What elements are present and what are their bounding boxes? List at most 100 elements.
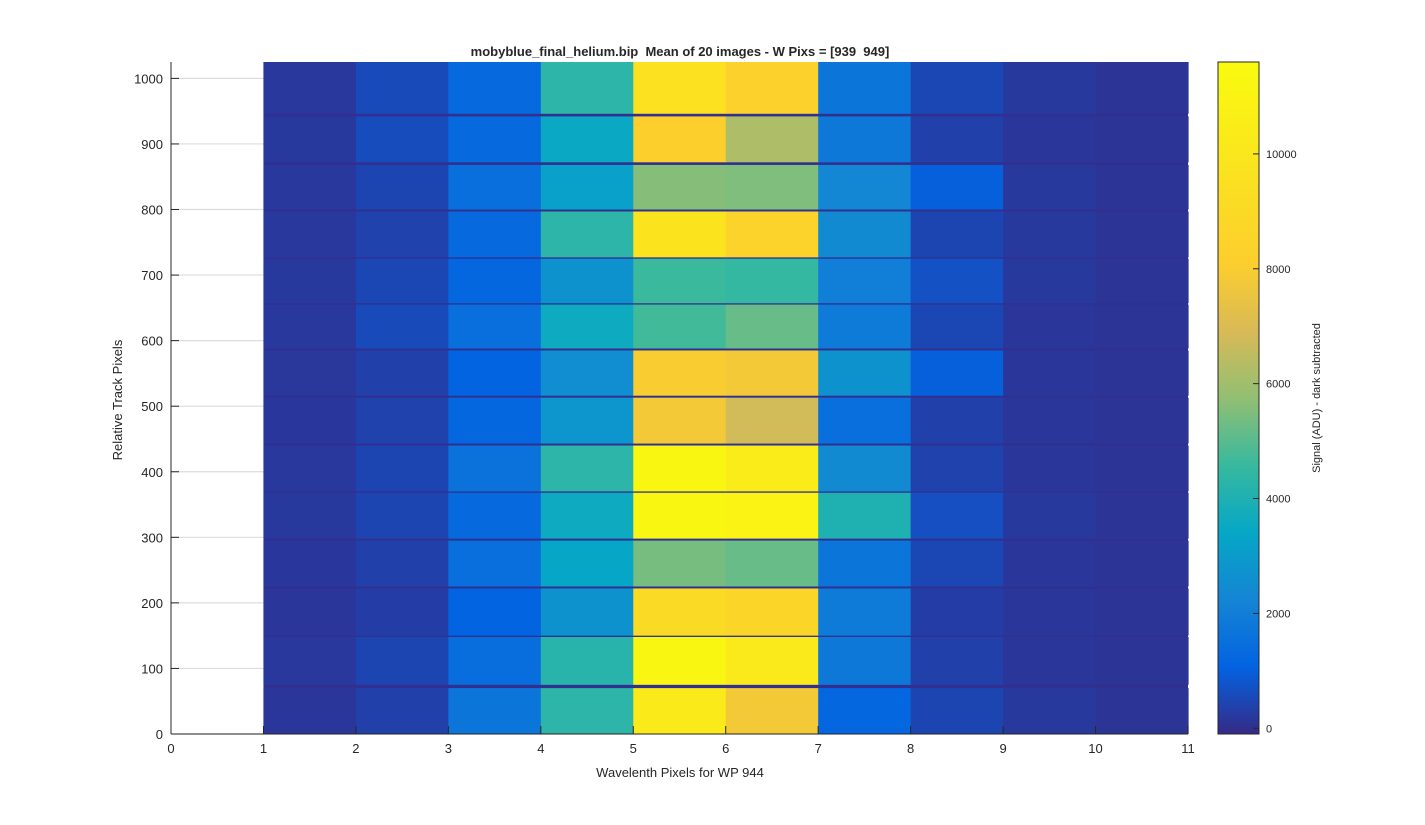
heatmap-cell: [910, 258, 1004, 304]
heatmap-cell: [540, 688, 634, 734]
heatmap-cell: [725, 116, 819, 163]
heatmap-cell: [263, 636, 357, 685]
heatmap-cell: [540, 445, 634, 492]
heatmap-cell: [818, 62, 912, 114]
heatmap-cell: [633, 164, 727, 210]
heatmap-cell: [1003, 258, 1097, 304]
heatmap-cell: [633, 492, 727, 539]
colorbar-tick-label: 10000: [1266, 149, 1297, 161]
heatmap-cell: [540, 492, 634, 539]
y-tick-label: 0: [156, 727, 163, 742]
x-tick-label: 1: [260, 741, 267, 756]
heatmap-cell: [910, 636, 1004, 685]
y-tick-label: 100: [141, 661, 163, 676]
heatmap-cell: [633, 350, 727, 396]
heatmap-cell: [448, 258, 542, 304]
colorbar-tick-label: 0: [1266, 723, 1272, 735]
heatmap-cell: [540, 588, 634, 636]
heatmap-cell: [540, 304, 634, 349]
heatmap-cell: [355, 492, 449, 539]
heatmap-cell: [355, 636, 449, 685]
heatmap-cell: [910, 445, 1004, 492]
heatmap-cell: [1003, 304, 1097, 349]
heatmap-cell: [355, 540, 449, 587]
heatmap-cell: [448, 688, 542, 734]
heatmap-cell: [448, 588, 542, 636]
heatmap-cell: [633, 588, 727, 636]
heatmap-cell: [263, 116, 357, 163]
heatmap-cell: [355, 588, 449, 636]
y-tick-label: 700: [141, 268, 163, 283]
heatmap-cell: [818, 540, 912, 587]
heatmap-cell: [540, 397, 634, 444]
heatmap-cell: [263, 492, 357, 539]
x-tick-label: 0: [167, 741, 174, 756]
heatmap-cell: [725, 636, 819, 685]
heatmap-cell: [633, 116, 727, 163]
heatmap-cell: [910, 164, 1004, 210]
x-tick-label: 5: [630, 741, 637, 756]
heatmap-cell: [725, 62, 819, 114]
x-axis-ticks: 0 1 2 3 4 5 6 7 8 9 10 11: [167, 726, 1195, 756]
heatmap-cell: [818, 164, 912, 210]
heatmap-cell: [540, 211, 634, 258]
heatmap-cell: [818, 588, 912, 636]
heatmap-cell: [1095, 445, 1189, 492]
heatmap-cell: [818, 492, 912, 539]
heatmap-cell: [355, 397, 449, 444]
x-tick-label: 2: [352, 741, 359, 756]
heatmap-cell: [448, 540, 542, 587]
heatmap-cell: [1095, 258, 1189, 304]
x-tick-label: 3: [445, 741, 452, 756]
heatmap-cell: [448, 116, 542, 163]
heatmap-cell: [725, 588, 819, 636]
heatmap-cell: [540, 164, 634, 210]
heatmap-cell: [910, 116, 1004, 163]
heatmap-cell: [1003, 350, 1097, 396]
heatmap-cell: [263, 62, 357, 114]
heatmap-cell: [725, 492, 819, 539]
x-tick-label: 10: [1088, 741, 1102, 756]
heatmap-cell: [818, 688, 912, 734]
colorbar-tick-label: 2000: [1266, 608, 1290, 620]
y-tick-label: 600: [141, 334, 163, 349]
heatmap-cell: [448, 492, 542, 539]
heatmap-cell: [910, 540, 1004, 587]
colorbar-gradient: [1217, 61, 1260, 735]
y-tick-label: 400: [141, 465, 163, 480]
heatmap-cell: [1003, 636, 1097, 685]
heatmap-cell: [725, 258, 819, 304]
heatmap-cell: [355, 304, 449, 349]
x-tick-label: 7: [815, 741, 822, 756]
heatmap-cell: [1003, 164, 1097, 210]
axes-frame: [170, 62, 1188, 735]
y-axis-label: Relative Track Pixels: [110, 339, 125, 460]
heatmap-cell: [355, 116, 449, 163]
heatmap-cell: [818, 636, 912, 685]
heatmap-cell: [910, 397, 1004, 444]
heatmap-cell: [1095, 116, 1189, 163]
heatmap-cell: [1003, 116, 1097, 163]
heatmap-cell: [1095, 211, 1189, 258]
heatmap-cell: [263, 304, 357, 349]
heatmap-cell: [910, 350, 1004, 396]
heatmap-cell: [263, 397, 357, 444]
x-tick-label: 8: [907, 741, 914, 756]
heatmap-cell: [633, 397, 727, 444]
heatmap-cell: [1095, 304, 1189, 349]
heatmap-cell: [355, 258, 449, 304]
heatmap-cell: [1003, 688, 1097, 734]
heatmap-cell: [818, 258, 912, 304]
heatmap-cell: [263, 445, 357, 492]
heatmap-cell: [540, 636, 634, 685]
heatmap-cell: [633, 62, 727, 114]
heatmap-cell: [725, 164, 819, 210]
heatmap-cell: [633, 211, 727, 258]
heatmap-cell: [355, 445, 449, 492]
heatmap-cell: [448, 350, 542, 396]
heatmap-cell: [1095, 350, 1189, 396]
heatmap-cell: [725, 688, 819, 734]
heatmap-cell: [448, 636, 542, 685]
heatmap-cell: [633, 304, 727, 349]
